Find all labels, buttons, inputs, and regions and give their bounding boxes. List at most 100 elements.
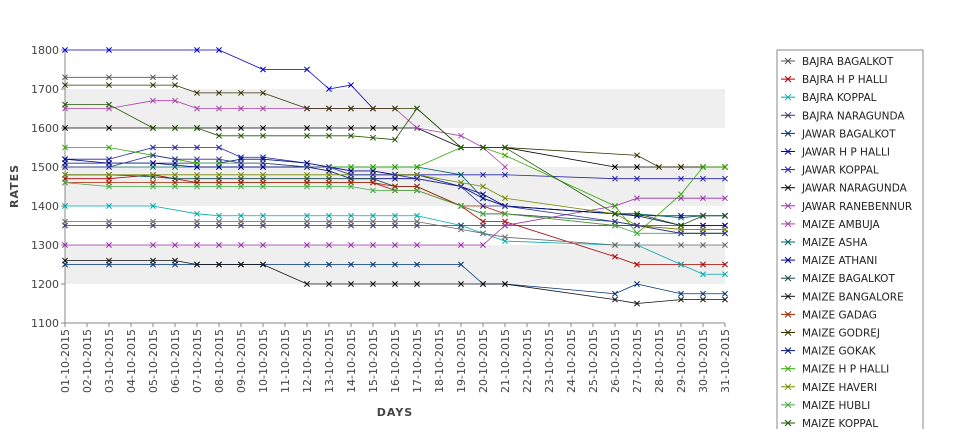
legend-label: JAWAR KOPPAL (801, 165, 879, 177)
series (62, 195, 728, 248)
data-point (722, 175, 728, 182)
data-point (700, 164, 706, 170)
series-line (65, 104, 725, 226)
x-tick-label: 09-10-2015 (235, 329, 248, 393)
legend-swatch-marker (784, 75, 792, 83)
data-point (150, 183, 156, 190)
data-point (414, 164, 420, 170)
data-point (304, 242, 310, 248)
y-tick-label: 1500 (31, 161, 59, 174)
data-point (216, 212, 222, 219)
legend-label: MAIZE ATHANI (802, 255, 877, 267)
data-point (612, 218, 618, 225)
data-point (678, 175, 684, 182)
data-point (62, 101, 68, 108)
data-point (414, 261, 420, 268)
legend-label: BAJRA BAGALKOT (802, 56, 894, 68)
data-point (634, 222, 640, 229)
x-tick-label: 29-10-2015 (675, 329, 688, 393)
data-point (370, 164, 376, 170)
data-point (194, 171, 200, 178)
legend-item: JAWAR RANEBENNUR (781, 201, 912, 213)
data-point (194, 105, 200, 112)
data-point (370, 105, 376, 112)
legend-swatch-marker (784, 57, 792, 65)
legend-label: MAIZE HAVERI (802, 382, 877, 394)
legend-item: JAWAR H P HALLI (781, 147, 890, 159)
x-tick-label: 27-10-2015 (631, 329, 644, 393)
legend-label: MAIZE GOKAK (802, 346, 877, 358)
legend-item: MAIZE H P HALLI (781, 364, 889, 376)
legend-item: MAIZE GODREJ (781, 328, 880, 340)
data-point (216, 47, 222, 53)
data-point (172, 183, 178, 190)
data-point (722, 242, 728, 248)
data-point (326, 242, 332, 248)
x-tick-label: 31-10-2015 (719, 329, 732, 393)
data-point (106, 218, 112, 225)
legend-swatch-marker (784, 274, 792, 282)
data-point (326, 212, 332, 219)
x-tick-label: 01-10-2015 (59, 329, 72, 393)
data-point (150, 74, 156, 81)
series-layer (62, 47, 728, 307)
data-point (414, 281, 420, 287)
data-point (260, 218, 266, 225)
legend-label: JAWAR RANEBENNUR (801, 201, 912, 213)
data-point (392, 212, 398, 219)
data-point (392, 187, 398, 194)
series-line (64, 182, 725, 234)
legend-item: MAIZE ATHANI (781, 255, 877, 267)
data-point (304, 261, 310, 268)
data-point (634, 261, 640, 268)
data-point (722, 296, 728, 303)
data-point (678, 212, 684, 219)
data-point (194, 156, 200, 163)
x-tick-label: 15-10-2015 (367, 329, 380, 393)
legend-items: BAJRA BAGALKOT BAJRA H P HALLI BAJRA KOPPA… (781, 56, 912, 430)
y-axis-title: RATES (8, 164, 21, 208)
legend-swatch-marker (784, 383, 792, 391)
data-point (238, 171, 244, 178)
data-point (106, 82, 112, 89)
data-point (480, 183, 486, 190)
x-tick-label: 12-10-2015 (301, 329, 314, 393)
data-point (700, 261, 706, 268)
data-point (216, 105, 222, 112)
data-point (700, 242, 706, 248)
legend-item: MAIZE BAGALKOT (781, 273, 895, 285)
data-point (172, 242, 178, 248)
data-point (392, 171, 398, 178)
legend-item: JAWAR KOPPAL (781, 165, 879, 177)
data-point (216, 144, 222, 151)
data-point (348, 218, 354, 225)
data-point (216, 132, 222, 139)
data-point (304, 105, 310, 112)
y-tick-label: 1400 (31, 200, 59, 213)
data-point (260, 171, 266, 178)
legend-item: MAIZE GADAG (781, 309, 877, 321)
data-point (722, 290, 728, 297)
data-point (678, 296, 684, 303)
x-axis-title: DAYS (377, 406, 413, 419)
data-point (480, 222, 486, 229)
legend-item: MAIZE GOKAK (781, 346, 877, 358)
data-point (370, 242, 376, 248)
data-point (502, 234, 508, 241)
x-tick-label: 10-10-2015 (257, 329, 270, 393)
data-point (392, 164, 398, 170)
data-point (700, 195, 706, 202)
data-point (634, 164, 640, 170)
data-point (304, 183, 310, 190)
data-point (62, 82, 68, 89)
data-point (700, 230, 706, 237)
data-point (62, 179, 68, 186)
data-point (392, 105, 398, 112)
data-point (304, 218, 310, 225)
data-point (370, 187, 376, 194)
series (62, 101, 728, 229)
data-point (348, 281, 354, 287)
data-point (238, 125, 244, 131)
